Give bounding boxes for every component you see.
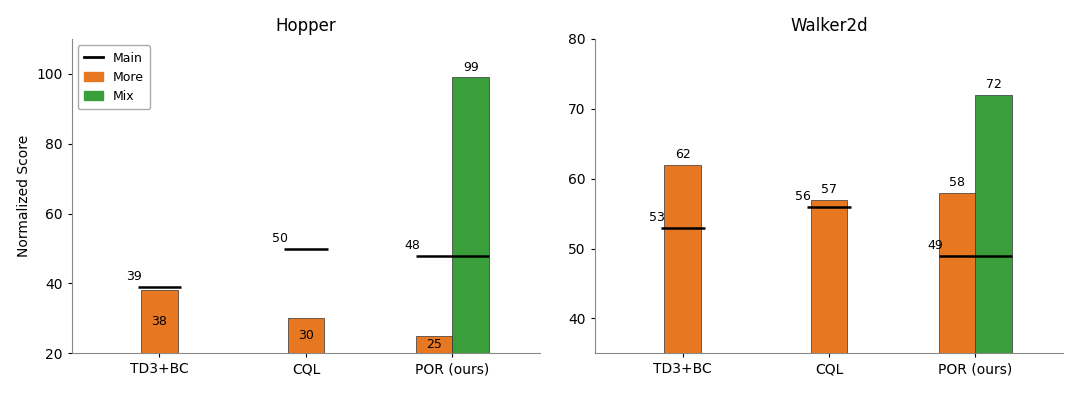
- Bar: [939, 193, 975, 353]
- Bar: [975, 95, 1012, 353]
- Text: 57: 57: [821, 183, 837, 196]
- Text: 99: 99: [463, 61, 478, 73]
- Bar: [811, 200, 848, 353]
- Text: 62: 62: [675, 148, 690, 161]
- Text: 38: 38: [151, 315, 167, 329]
- Text: 39: 39: [126, 270, 141, 283]
- Text: 30: 30: [298, 329, 314, 342]
- Bar: [453, 77, 489, 353]
- Text: 58: 58: [949, 176, 966, 189]
- Bar: [664, 165, 701, 353]
- Title: Walker2d: Walker2d: [791, 17, 868, 35]
- Y-axis label: Normalized Score: Normalized Score: [16, 135, 30, 257]
- Text: 49: 49: [928, 239, 943, 252]
- Bar: [416, 336, 453, 353]
- Bar: [141, 290, 178, 353]
- Text: 25: 25: [427, 338, 442, 351]
- Text: 48: 48: [404, 239, 420, 252]
- Title: Hopper: Hopper: [275, 17, 336, 35]
- Text: 56: 56: [796, 190, 811, 203]
- Text: 72: 72: [986, 78, 1002, 91]
- Text: 53: 53: [649, 211, 665, 224]
- Legend: Main, More, Mix: Main, More, Mix: [78, 45, 150, 109]
- Text: 50: 50: [272, 232, 288, 245]
- Bar: [287, 318, 324, 353]
